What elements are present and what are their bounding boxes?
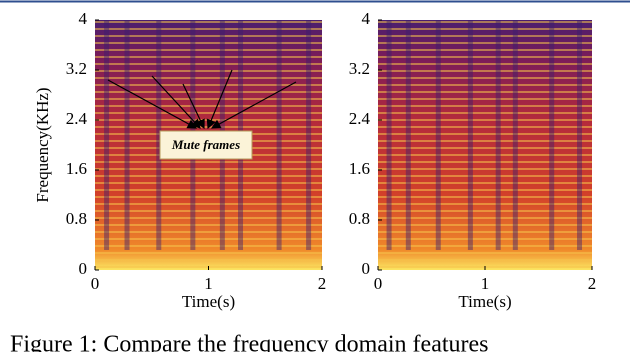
- x-tick-label: 2: [588, 274, 597, 293]
- annotation-arrow: [210, 81, 297, 129]
- annotation-arrow: [151, 75, 201, 129]
- spectrogram-gap: [512, 20, 518, 250]
- spectrogram-gap: [386, 20, 392, 250]
- spectrogram-gap: [104, 20, 110, 250]
- caption: Figure 1: Compare the frequency domain f…: [10, 332, 489, 352]
- y-tick-label: 0: [79, 259, 88, 278]
- y-tick-label: 3.2: [349, 59, 370, 78]
- x-tick-label: 0: [91, 274, 100, 293]
- spectrogram-gap: [306, 20, 312, 250]
- annotation: Mute frames: [171, 137, 240, 152]
- spectrogram-harmonics: [378, 20, 592, 270]
- y-tick-label: 4: [362, 9, 371, 28]
- annotation-arrow: [206, 69, 233, 130]
- y-tick-label: 1.6: [66, 159, 87, 178]
- y-tick-label: 0: [362, 259, 371, 278]
- spectrogram-gap: [467, 20, 473, 250]
- y-tick-label: 4: [79, 9, 88, 28]
- x-tick-label: 1: [481, 274, 490, 293]
- x-tick-label: 1: [204, 274, 213, 293]
- y-tick-label: 2.4: [66, 109, 88, 128]
- x-tick-label: 0: [374, 274, 383, 293]
- y-tick-label: 1.6: [349, 159, 370, 178]
- y-tick-label: 0.8: [349, 209, 370, 228]
- y-tick-label: 0.8: [66, 209, 87, 228]
- y-tick-label: 3.2: [66, 59, 87, 78]
- spectrogram-gap: [156, 20, 162, 250]
- y-tick-label: 2.4: [349, 109, 371, 128]
- spectrogram-gap: [276, 20, 282, 250]
- spectrogram-gap: [405, 20, 411, 250]
- annotation-arrow: [107, 79, 198, 129]
- spectrogram-gap: [549, 20, 555, 250]
- x-axis-label: Time(s): [458, 292, 511, 311]
- spectrogram-gap: [124, 20, 130, 250]
- y-axis-label: Frequency(KHz): [33, 87, 52, 202]
- x-axis-label: Time(s): [182, 292, 235, 311]
- annotation-arrow: [182, 83, 205, 130]
- x-tick-label: 2: [318, 274, 327, 293]
- spectrogram-gap: [495, 20, 501, 250]
- annotation-box: [159, 130, 253, 160]
- spectrogram-gap: [577, 20, 583, 250]
- spectrogram-gap: [435, 20, 441, 250]
